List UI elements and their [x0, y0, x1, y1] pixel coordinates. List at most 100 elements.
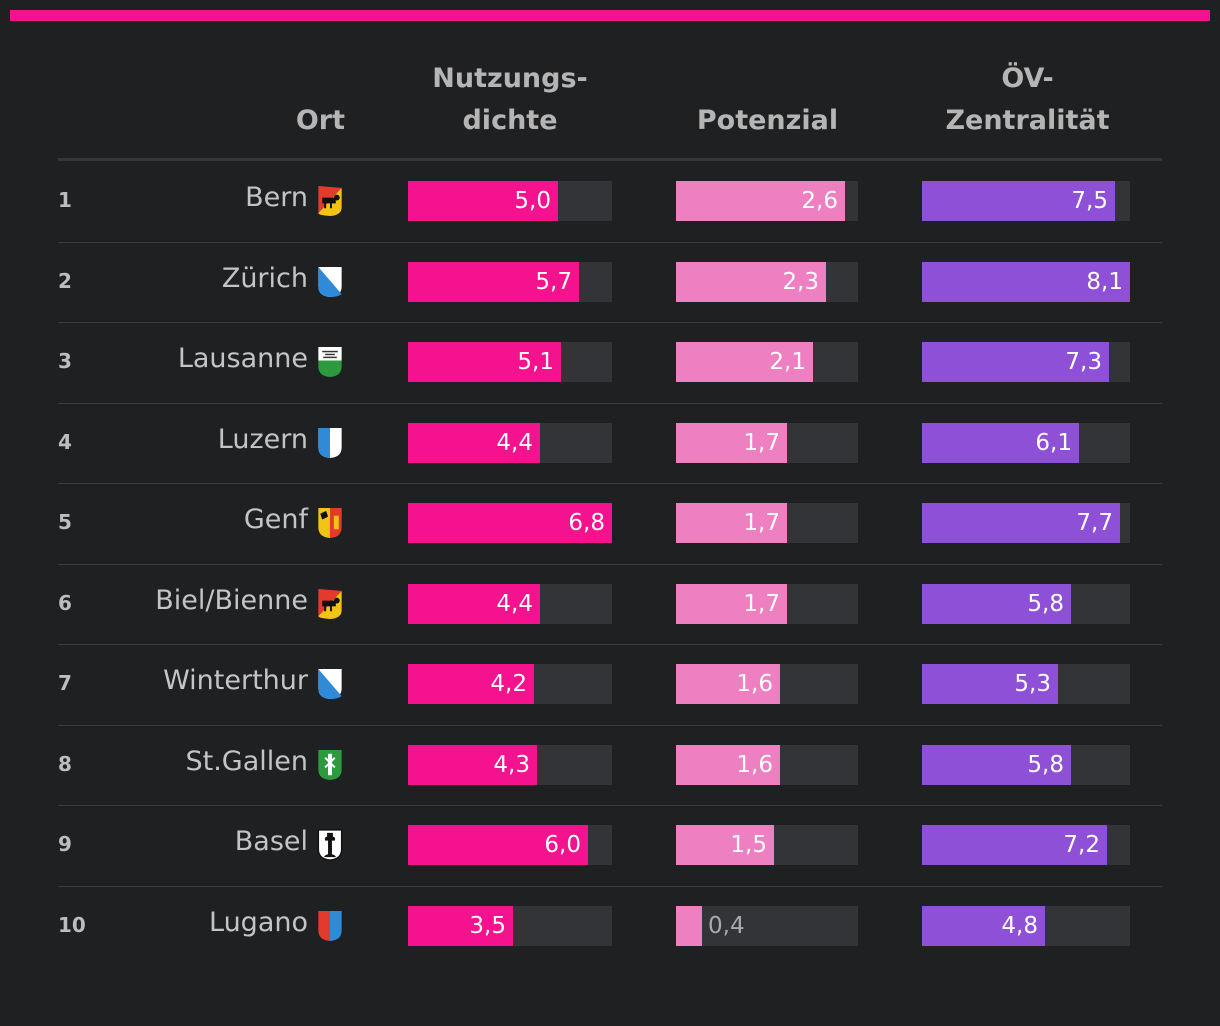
row-divider	[58, 805, 1162, 806]
row-divider	[58, 403, 1162, 404]
row-divider	[58, 322, 1162, 323]
city-name: Biel/Bienne	[155, 584, 308, 616]
potenzial-bar: 2,1	[676, 342, 813, 383]
row-divider	[58, 483, 1162, 484]
row-rank: 6	[58, 590, 72, 615]
column-header-ort: Ort	[295, 105, 345, 136]
oev-zentralitaet-bar: 5,8	[922, 744, 1071, 785]
vaud-flag-icon	[318, 347, 342, 378]
zurich-flag-icon	[318, 266, 342, 297]
nutzungsdichte-bar: 4,4	[408, 583, 540, 624]
zurich-flag-icon	[318, 669, 342, 700]
nutzungsdichte-bar: 4,2	[408, 664, 534, 705]
oev-zentralitaet-track: 7,3	[922, 342, 1130, 383]
potenzial-track: 2,1	[676, 342, 858, 383]
nutzungsdichte-value-label: 3,5	[469, 912, 506, 939]
oev-zentralitaet-value-label: 8,1	[1086, 268, 1123, 295]
row-divider	[58, 725, 1162, 726]
potenzial-track: 2,3	[676, 261, 858, 302]
potenzial-bar: 1,6	[676, 664, 780, 705]
oev-zentralitaet-value-label: 6,1	[1035, 429, 1072, 456]
potenzial-value-label: 1,6	[736, 671, 773, 698]
nutzungsdichte-value-label: 6,0	[544, 832, 581, 859]
potenzial-track: 1,7	[676, 583, 858, 624]
stgallen-flag-icon	[318, 749, 342, 780]
nutzungsdichte-bar: 5,1	[408, 342, 561, 383]
oev-zentralitaet-value-label: 4,8	[1001, 912, 1038, 939]
oev-zentralitaet-value-label: 5,8	[1027, 590, 1064, 617]
nutzungsdichte-track: 4,2	[408, 664, 612, 705]
accent-top-bar	[10, 10, 1210, 21]
oev-zentralitaet-bar: 5,3	[922, 664, 1058, 705]
potenzial-bar: 1,6	[676, 744, 780, 785]
potenzial-bar: 1,7	[676, 422, 787, 463]
row-divider	[58, 886, 1162, 887]
oev-zentralitaet-bar: 7,5	[922, 181, 1115, 222]
potenzial-value-label: 2,1	[769, 349, 806, 376]
oev-zentralitaet-value-label: 7,2	[1063, 832, 1100, 859]
nutzungsdichte-track: 4,3	[408, 744, 612, 785]
nutzungsdichte-bar: 5,0	[408, 181, 558, 222]
row-rank: 9	[58, 832, 72, 857]
potenzial-bar: 1,7	[676, 503, 787, 544]
oev-zentralitaet-bar: 7,7	[922, 503, 1120, 544]
city-name: Winterthur	[163, 665, 308, 697]
row-rank: 1	[58, 188, 72, 213]
row-rank: 3	[58, 349, 72, 374]
bern-flag-icon	[318, 186, 342, 217]
nutzungsdichte-track: 4,4	[408, 422, 612, 463]
potenzial-bar: 1,5	[676, 825, 774, 866]
potenzial-track: 1,6	[676, 664, 858, 705]
row-divider	[58, 564, 1162, 565]
city-name: Zürich	[221, 262, 308, 294]
row-rank: 8	[58, 751, 72, 776]
column-header-oev-line2: Zentralität	[945, 105, 1110, 136]
oev-zentralitaet-track: 5,8	[922, 583, 1130, 624]
row-rank: 5	[58, 510, 72, 535]
nutzungsdichte-track: 4,4	[408, 583, 612, 624]
row-divider	[58, 242, 1162, 243]
city-name: Bern	[245, 182, 308, 214]
header-divider	[58, 158, 1162, 161]
potenzial-value-label: 1,7	[743, 429, 780, 456]
nutzungsdichte-bar: 6,8	[408, 503, 612, 544]
oev-zentralitaet-value-label: 7,3	[1065, 349, 1102, 376]
row-divider	[58, 644, 1162, 645]
nutzungsdichte-track: 6,0	[408, 825, 612, 866]
nutzungsdichte-bar: 5,7	[408, 261, 579, 302]
potenzial-value-label: 0,4	[708, 912, 745, 939]
row-rank: 4	[58, 429, 72, 454]
potenzial-track: 2,6	[676, 181, 858, 222]
city-name: Lausanne	[177, 343, 308, 375]
column-header-oev-line1: ÖV-	[1001, 63, 1054, 94]
nutzungsdichte-track: 3,5	[408, 905, 612, 946]
potenzial-track: 1,7	[676, 422, 858, 463]
oev-zentralitaet-bar: 5,8	[922, 583, 1071, 624]
potenzial-bar: 1,7	[676, 583, 787, 624]
oev-zentralitaet-track: 5,8	[922, 744, 1130, 785]
column-header-nutzungsdichte-line1: Nutzungs-	[432, 63, 588, 94]
column-header-potenzial: Potenzial	[696, 105, 839, 136]
potenzial-bar: 2,3	[676, 261, 826, 302]
city-name: St.Gallen	[185, 745, 308, 777]
city-name: Lugano	[209, 906, 308, 938]
oev-zentralitaet-value-label: 7,5	[1071, 188, 1108, 215]
nutzungsdichte-track: 5,1	[408, 342, 612, 383]
potenzial-value-label: 1,7	[743, 510, 780, 537]
oev-zentralitaet-track: 4,8	[922, 905, 1130, 946]
nutzungsdichte-bar: 4,4	[408, 422, 540, 463]
potenzial-value-label: 1,6	[736, 751, 773, 778]
bern-flag-icon	[318, 588, 342, 619]
nutzungsdichte-bar: 6,0	[408, 825, 588, 866]
nutzungsdichte-value-label: 5,1	[517, 349, 554, 376]
nutzungsdichte-value-label: 6,8	[568, 510, 605, 537]
ticino-flag-icon	[318, 910, 342, 941]
column-header-nutzungsdichte-line2: dichte	[462, 105, 558, 136]
nutzungsdichte-value-label: 4,2	[490, 671, 527, 698]
oev-zentralitaet-track: 7,7	[922, 503, 1130, 544]
oev-zentralitaet-bar: 7,3	[922, 342, 1109, 383]
oev-zentralitaet-value-label: 5,3	[1014, 671, 1051, 698]
potenzial-track: 1,5	[676, 825, 858, 866]
luzern-flag-icon	[318, 427, 342, 458]
potenzial-track: 0,4	[676, 905, 858, 946]
